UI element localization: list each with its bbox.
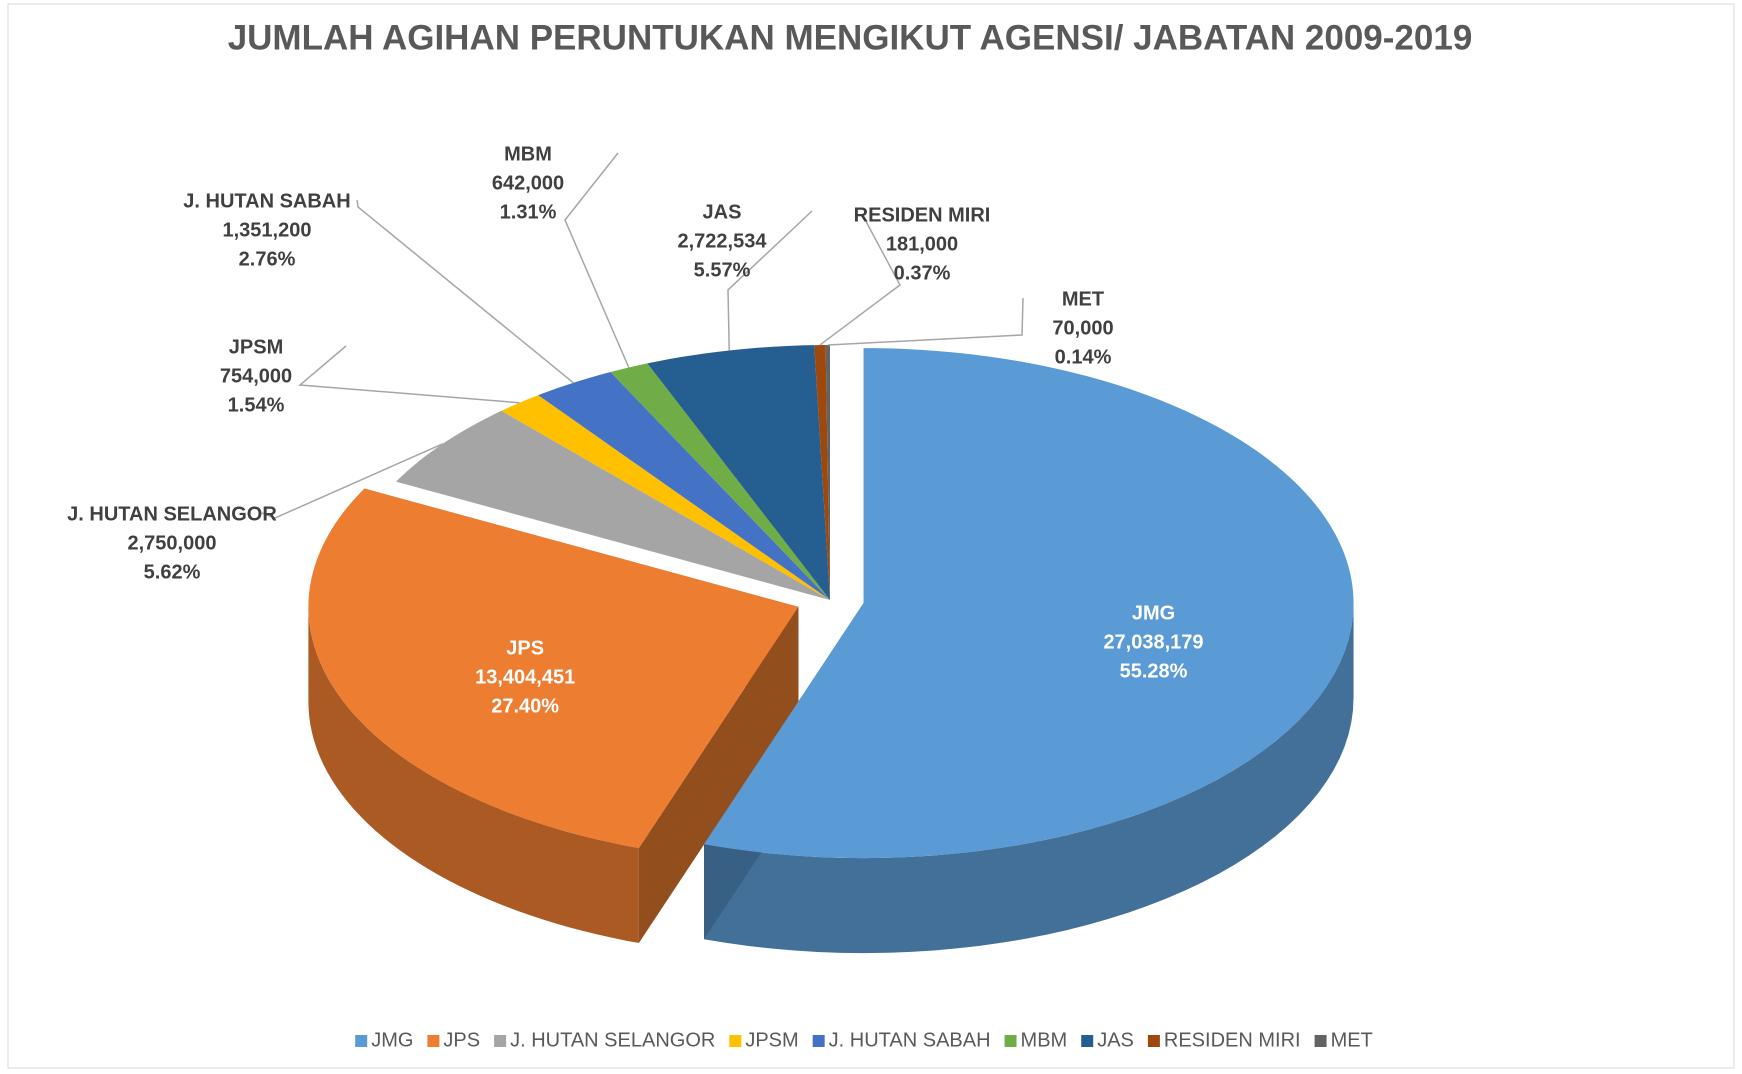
data-label: 1,351,200 (223, 219, 312, 241)
slice (501, 395, 830, 600)
data-labels: JMG 27,038,179 55.28% JPS 13,404,451 27.40% J.… (67, 143, 1203, 717)
data-label: J. HUTAN SABAH (183, 190, 350, 212)
leader-line (564, 152, 630, 368)
data-label: 70,000 (1052, 317, 1113, 339)
legend-label: J. HUTAN SABAH (829, 1029, 991, 1051)
slice-side (704, 603, 1354, 954)
slice (395, 410, 830, 600)
slice (647, 345, 830, 600)
data-label: MET (1062, 288, 1104, 310)
legend-swatch (812, 1035, 825, 1047)
data-label: JPS (506, 638, 544, 660)
data-label: 2,722,534 (678, 230, 768, 252)
legend-swatch (1314, 1035, 1327, 1047)
legend-item: JMG (355, 1029, 413, 1051)
legend: JMG JPS J. HUTAN SELANGOR JPSM J. HUTAN SABA… (355, 1029, 1373, 1051)
legend-label: JPS (443, 1029, 480, 1051)
slice (825, 345, 830, 600)
data-label: RESIDEN MIRI (854, 204, 991, 226)
data-label: 5.57% (694, 259, 751, 281)
data-label: MBM (504, 143, 552, 165)
slice (538, 372, 830, 600)
data-label: 27,038,179 (1103, 632, 1203, 654)
data-label: 1.31% (500, 201, 557, 223)
legend-label: JPSM (745, 1029, 798, 1051)
leader-line (356, 199, 574, 384)
data-label: 0.37% (894, 262, 951, 284)
data-label: JPSM (229, 336, 283, 358)
data-label: 5.62% (144, 561, 201, 583)
legend-label: JMG (371, 1029, 413, 1051)
slice (308, 488, 799, 849)
slice (704, 348, 1354, 859)
legend-label: MBM (1021, 1029, 1068, 1051)
chart-title: JUMLAH AGIHAN PERUNTUKAN MENGIKUT AGENSI… (228, 18, 1473, 57)
slice (814, 345, 830, 600)
data-label: 642,000 (492, 172, 564, 194)
legend-swatch (1147, 1035, 1160, 1047)
legend-item: RESIDEN MIRI (1147, 1029, 1301, 1051)
legend-label: J. HUTAN SELANGOR (510, 1029, 715, 1051)
legend-label: MET (1331, 1029, 1373, 1051)
pie-tops (308, 345, 1354, 859)
legend-swatch (494, 1035, 507, 1047)
legend-item: J. HUTAN SABAH (812, 1029, 991, 1051)
leader-line (261, 443, 444, 519)
data-label: 2,750,000 (128, 532, 217, 554)
data-label: J. HUTAN SELANGOR (67, 503, 277, 525)
data-label: 27.40% (491, 696, 559, 718)
data-label: JAS (703, 201, 742, 223)
leader-line (819, 213, 901, 346)
leader-line (827, 297, 1024, 346)
data-label: JMG (1132, 603, 1175, 625)
data-label: 1.54% (228, 394, 285, 416)
legend-item: JAS (1081, 1029, 1134, 1051)
slice (610, 363, 830, 600)
legend-item: MET (1314, 1029, 1373, 1051)
legend-label: JAS (1097, 1029, 1134, 1051)
leader-line (727, 210, 813, 351)
legend-item: MBM (1004, 1029, 1068, 1051)
legend-label: RESIDEN MIRI (1164, 1029, 1301, 1051)
legend-swatch (427, 1035, 440, 1047)
data-label: 754,000 (220, 365, 292, 387)
legend-swatch (1004, 1035, 1017, 1047)
legend-swatch (355, 1035, 368, 1047)
data-label: 2.76% (239, 248, 296, 270)
legend-item: J. HUTAN SELANGOR (494, 1029, 715, 1051)
data-label: 55.28% (1120, 661, 1188, 683)
legend-item: JPS (427, 1029, 480, 1051)
slice-side (308, 606, 639, 944)
leader-line (298, 345, 520, 404)
data-label: 13,404,451 (475, 667, 575, 689)
data-label: 181,000 (886, 233, 958, 255)
legend-item: JPSM (729, 1029, 799, 1051)
data-label: 0.14% (1055, 346, 1112, 368)
legend-swatch (729, 1035, 742, 1047)
legend-swatch (1081, 1035, 1094, 1047)
